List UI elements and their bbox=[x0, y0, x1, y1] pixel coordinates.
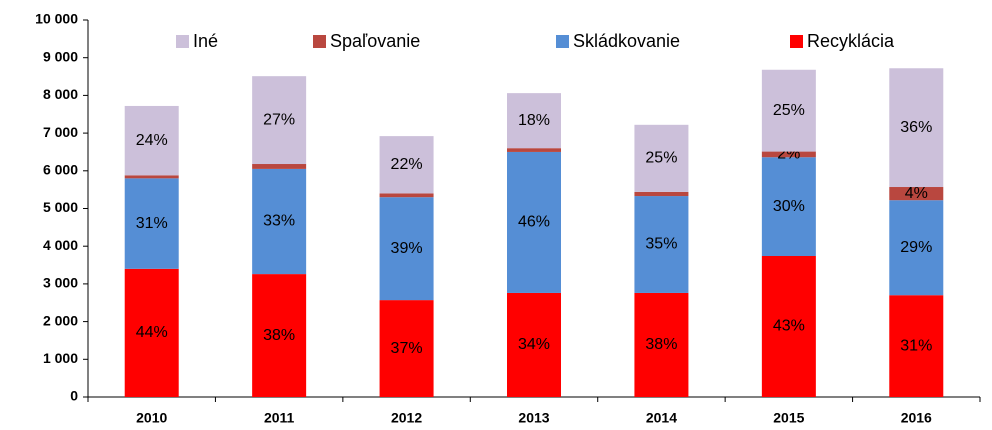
x-tick-label: 2016 bbox=[901, 410, 932, 426]
data-label: 35% bbox=[645, 236, 677, 253]
bar-segment bbox=[889, 68, 944, 188]
data-label: 33% bbox=[263, 213, 295, 230]
data-label: 25% bbox=[645, 150, 677, 167]
x-tick-label: 2010 bbox=[136, 410, 167, 426]
bar-segment bbox=[379, 136, 434, 194]
bar-segment bbox=[507, 148, 561, 152]
legend-swatch bbox=[313, 35, 326, 48]
y-tick-label: 1 000 bbox=[43, 350, 78, 366]
data-label: 31% bbox=[136, 215, 168, 232]
bar-segment bbox=[124, 105, 179, 176]
data-label: 34% bbox=[518, 336, 550, 353]
bar-segment bbox=[889, 295, 944, 397]
bar-segment bbox=[761, 151, 816, 158]
bar-segment bbox=[379, 197, 434, 301]
x-tick-label: 2015 bbox=[773, 410, 804, 426]
legend-label: Skládkovanie bbox=[573, 31, 680, 51]
bar-segment bbox=[889, 187, 944, 201]
bar-segment bbox=[507, 292, 561, 397]
bar-segment bbox=[761, 69, 816, 152]
data-label: 31% bbox=[900, 337, 932, 354]
bar-segment bbox=[252, 274, 307, 397]
data-label: 27% bbox=[263, 111, 295, 128]
y-tick-label: 8 000 bbox=[43, 86, 78, 102]
data-label: 44% bbox=[136, 324, 168, 341]
x-tick-label: 2011 bbox=[264, 410, 295, 426]
data-label: 29% bbox=[900, 239, 932, 256]
data-label: 25% bbox=[773, 102, 805, 119]
legend-label: Spaľovanie bbox=[330, 31, 420, 51]
bar-segment bbox=[124, 268, 179, 397]
bar-segment bbox=[379, 300, 434, 397]
y-tick-label: 10 000 bbox=[35, 11, 78, 27]
bar-segment bbox=[634, 191, 689, 197]
y-tick-label: 6 000 bbox=[43, 162, 78, 178]
bar-segment bbox=[507, 151, 561, 293]
bar-segment bbox=[761, 157, 816, 257]
bar-segment bbox=[507, 93, 561, 149]
bar-segment bbox=[761, 256, 816, 397]
bar-segment bbox=[124, 175, 179, 179]
bar-segment bbox=[634, 196, 689, 293]
bar-segment bbox=[252, 164, 307, 169]
y-tick-label: 7 000 bbox=[43, 124, 78, 140]
bar-segment bbox=[889, 200, 944, 296]
x-tick-label: 2014 bbox=[646, 410, 677, 426]
y-tick-label: 3 000 bbox=[43, 275, 78, 291]
data-label: 46% bbox=[518, 214, 550, 231]
bar-segment bbox=[634, 124, 689, 192]
bar-segment bbox=[124, 178, 179, 269]
bar-segment bbox=[379, 193, 434, 198]
data-label: 39% bbox=[391, 240, 423, 257]
data-label: 43% bbox=[773, 318, 805, 335]
y-tick-label: 2 000 bbox=[43, 312, 78, 328]
x-tick-label: 2013 bbox=[518, 410, 549, 426]
data-label: 37% bbox=[391, 340, 423, 357]
legend-swatch bbox=[790, 35, 803, 48]
data-label: 4% bbox=[905, 185, 928, 202]
legend-label: Recyklácia bbox=[807, 31, 895, 51]
data-label: 30% bbox=[773, 198, 805, 215]
legend-swatch bbox=[556, 35, 569, 48]
data-label: 24% bbox=[136, 132, 168, 149]
y-tick-label: 0 bbox=[70, 388, 78, 404]
legend-swatch bbox=[176, 35, 189, 48]
bar-segment bbox=[634, 292, 689, 397]
x-tick-label: 2012 bbox=[391, 410, 422, 426]
y-tick-label: 9 000 bbox=[43, 48, 78, 64]
data-label: 36% bbox=[900, 119, 932, 136]
y-tick-label: 5 000 bbox=[43, 199, 78, 215]
y-tick-label: 4 000 bbox=[43, 237, 78, 253]
data-label: 18% bbox=[518, 112, 550, 129]
data-label: 38% bbox=[263, 327, 295, 344]
bar-segment bbox=[252, 76, 307, 165]
bar-segment bbox=[252, 168, 307, 275]
data-label: 38% bbox=[645, 336, 677, 353]
data-label: 22% bbox=[391, 156, 423, 173]
legend-label: Iné bbox=[193, 31, 218, 51]
